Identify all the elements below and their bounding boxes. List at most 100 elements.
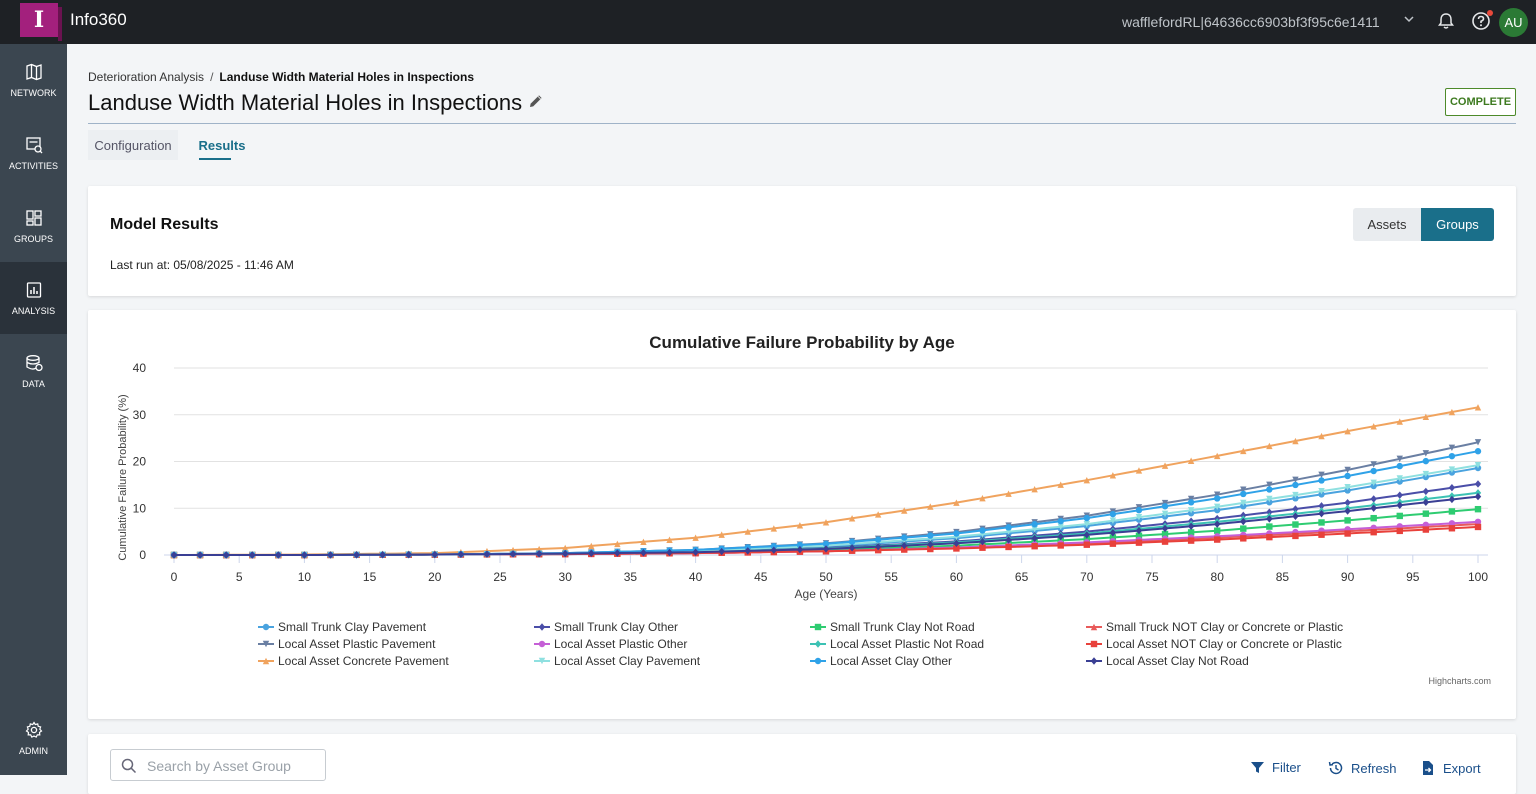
sidebar-item-groups[interactable]: GROUPS [0,190,67,262]
tenant-selector[interactable]: wafflefordRL|64636cc6903bf3f95c6e1411 [1122,14,1380,30]
series-point [1474,404,1482,411]
series-point [1161,538,1169,545]
series-point [822,545,830,553]
series-point [1344,484,1351,491]
series-point [1005,490,1012,497]
sidebar-item-label: GROUPS [13,234,53,244]
series-point [1266,442,1273,450]
legend-marker [814,657,822,665]
sidebar-item-network[interactable]: NETWORK [0,44,67,116]
series-point [848,538,856,545]
series-point [1474,448,1482,455]
series-point [1422,526,1430,533]
x-tick-label: 5 [236,570,243,584]
tab-results[interactable]: Results [192,130,252,160]
series-point [1057,523,1064,530]
series-point [718,531,725,538]
groups-icon [25,210,42,226]
y-tick-label: 40 [133,361,147,375]
series-point [1135,514,1143,521]
series-point [796,541,804,549]
x-tick-label: 50 [819,570,833,584]
export-button[interactable]: Export [1420,760,1481,776]
series-point [1187,507,1195,514]
series-point [692,534,699,541]
chevron-down-icon[interactable] [1403,13,1415,28]
app-logo[interactable]: I [20,3,62,41]
series-point [1240,490,1247,498]
page-title: Landuse Width Material Holes in Inspecti… [88,90,523,115]
series-point [874,536,882,543]
series-point [1240,525,1247,532]
sidebar-item-admin[interactable]: ADMIN [0,702,67,774]
sidebar-item-label: DATA [22,379,45,389]
map-icon [25,63,42,81]
series-point [1370,504,1377,512]
legend-item: Small Trunk Clay Pavement [278,620,427,634]
series-point [1240,499,1247,507]
breadcrumb-parent[interactable]: Deterioration Analysis [88,70,205,84]
series-line [174,441,1479,556]
x-tick-label: 60 [950,570,964,584]
x-tick-label: 25 [493,570,507,584]
series-point [1005,524,1012,531]
pencil-icon[interactable] [528,93,544,109]
y-axis-title: Cumulative Failure Probability (%) [117,394,129,560]
series-point [1214,520,1221,528]
series-point [1083,514,1090,522]
series-point [1240,502,1247,510]
search-input[interactable] [147,756,319,776]
app-name: Info360 [70,10,127,29]
series-point [1266,499,1273,506]
legend-item: Small Trunk Clay Other [554,620,678,634]
tab-configuration[interactable]: Configuration [88,130,178,160]
series-point [614,540,621,548]
series-point [1474,489,1482,497]
series-point [953,530,960,537]
series-point [1396,527,1403,535]
chart-card: Cumulative Failure Probability by Age 0 10… [88,310,1516,719]
series-point [1240,535,1247,542]
series-point [588,542,595,550]
series-point [1031,543,1038,550]
series-point [1318,477,1325,484]
series-point [718,547,725,556]
series-point [1448,444,1456,452]
assets-toggle-button[interactable]: Assets [1353,208,1421,241]
breadcrumb-separator: / [210,70,214,84]
avatar[interactable]: AU [1499,8,1528,37]
sidebar-item-activities[interactable]: ACTIVITIES [0,117,67,189]
series-point [275,551,282,559]
series-point [1240,486,1247,493]
bell-icon[interactable] [1436,11,1456,31]
series-point [1370,467,1377,475]
filter-button[interactable]: Filter [1250,760,1301,775]
legend-item: Local Asset NOT Clay or Concrete or Plas… [1106,637,1342,651]
series-point [1266,523,1273,530]
series-point [1161,530,1169,538]
sidebar-item-data[interactable]: DATA [0,335,67,407]
legend-marker [814,640,822,648]
search-box[interactable] [110,749,326,781]
series-point [1187,499,1195,506]
status-badge: COMPLETE [1445,88,1516,116]
series-point [1031,521,1038,528]
series-point [1422,457,1430,465]
series-point [1474,518,1482,526]
legend-marker [814,623,822,631]
groups-toggle-button[interactable]: Groups [1421,208,1494,241]
sidebar-item-analysis[interactable]: ANALYSIS [0,262,67,334]
series-point [979,494,986,502]
help-icon[interactable] [1471,11,1491,31]
series-point [1109,540,1117,547]
activities-icon [25,137,42,154]
series-point [979,537,986,546]
y-tick-label: 20 [133,455,147,469]
series-point [1318,487,1325,495]
refresh-button[interactable]: Refresh [1328,760,1397,776]
series-point [1266,508,1273,516]
series-point [1187,457,1195,464]
series-point [1292,512,1299,520]
series-point [1083,535,1090,543]
series-point [1396,501,1403,509]
